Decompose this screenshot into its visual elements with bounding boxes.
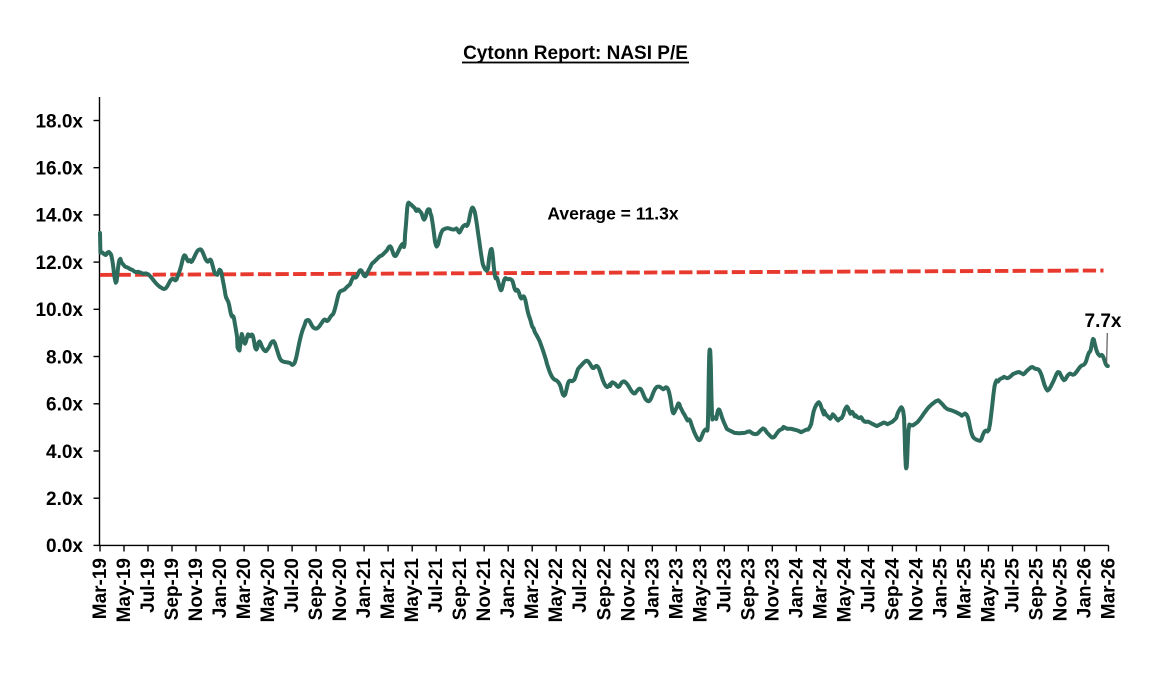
svg-text:Jul-22: Jul-22 xyxy=(570,558,591,613)
svg-text:Jul-21: Jul-21 xyxy=(426,558,447,613)
svg-text:Mar-26: Mar-26 xyxy=(1099,558,1120,619)
svg-text:Nov-22: Nov-22 xyxy=(618,558,639,621)
svg-text:8.0x: 8.0x xyxy=(46,347,83,368)
svg-text:Jul-20: Jul-20 xyxy=(282,558,303,613)
svg-text:Nov-20: Nov-20 xyxy=(330,558,351,621)
svg-text:Sep-21: Sep-21 xyxy=(450,558,471,621)
svg-text:Jan-25: Jan-25 xyxy=(930,558,951,619)
svg-text:18.0x: 18.0x xyxy=(35,111,83,132)
svg-text:Jul-25: Jul-25 xyxy=(1003,558,1024,613)
svg-text:Sep-23: Sep-23 xyxy=(738,558,759,620)
svg-text:May-25: May-25 xyxy=(978,558,999,623)
svg-text:Sep-24: Sep-24 xyxy=(882,558,903,621)
svg-text:Mar-25: Mar-25 xyxy=(954,558,975,620)
svg-text:Nov-23: Nov-23 xyxy=(762,558,783,621)
svg-text:Nov-25: Nov-25 xyxy=(1051,558,1072,622)
svg-text:Sep-25: Sep-25 xyxy=(1027,558,1048,621)
svg-text:Mar-22: Mar-22 xyxy=(522,558,543,619)
svg-text:Jan-22: Jan-22 xyxy=(498,558,519,618)
svg-text:Jan-26: Jan-26 xyxy=(1075,558,1096,618)
svg-text:2.0x: 2.0x xyxy=(46,489,83,510)
svg-text:Mar-19: Mar-19 xyxy=(90,558,111,619)
svg-text:12.0x: 12.0x xyxy=(35,253,83,274)
svg-text:Average = 11.3x: Average = 11.3x xyxy=(547,204,678,224)
svg-text:0.0x: 0.0x xyxy=(46,536,83,557)
svg-text:Nov-24: Nov-24 xyxy=(906,558,927,622)
svg-text:May-24: May-24 xyxy=(834,558,855,623)
svg-text:6.0x: 6.0x xyxy=(46,395,83,416)
svg-text:Sep-20: Sep-20 xyxy=(306,558,327,620)
svg-text:Mar-23: Mar-23 xyxy=(666,558,687,619)
svg-text:May-23: May-23 xyxy=(690,558,711,622)
svg-text:Sep-19: Sep-19 xyxy=(162,558,183,620)
svg-text:Nov-19: Nov-19 xyxy=(186,558,207,621)
svg-text:Jul-24: Jul-24 xyxy=(858,558,879,613)
svg-text:Cytonn Report: NASI P/E: Cytonn Report: NASI P/E xyxy=(463,43,688,64)
svg-text:Jan-23: Jan-23 xyxy=(642,558,663,618)
svg-text:Mar-24: Mar-24 xyxy=(810,558,831,620)
svg-text:May-21: May-21 xyxy=(402,558,423,623)
svg-text:4.0x: 4.0x xyxy=(46,442,83,463)
svg-text:Nov-21: Nov-21 xyxy=(474,558,495,622)
svg-text:Mar-20: Mar-20 xyxy=(234,558,255,619)
svg-text:Jan-24: Jan-24 xyxy=(786,558,807,619)
svg-text:Jan-20: Jan-20 xyxy=(210,558,231,618)
svg-text:Jul-23: Jul-23 xyxy=(714,558,735,613)
svg-text:Jul-19: Jul-19 xyxy=(138,558,159,613)
svg-text:May-20: May-20 xyxy=(258,558,279,622)
svg-text:10.0x: 10.0x xyxy=(35,300,83,321)
svg-text:14.0x: 14.0x xyxy=(35,206,83,227)
svg-text:Sep-22: Sep-22 xyxy=(594,558,615,620)
svg-text:7.7x: 7.7x xyxy=(1085,311,1122,332)
svg-text:May-22: May-22 xyxy=(546,558,567,622)
svg-text:May-19: May-19 xyxy=(114,558,135,622)
svg-text:Mar-21: Mar-21 xyxy=(378,558,399,620)
svg-text:16.0x: 16.0x xyxy=(35,159,83,180)
svg-text:Jan-21: Jan-21 xyxy=(354,558,375,619)
